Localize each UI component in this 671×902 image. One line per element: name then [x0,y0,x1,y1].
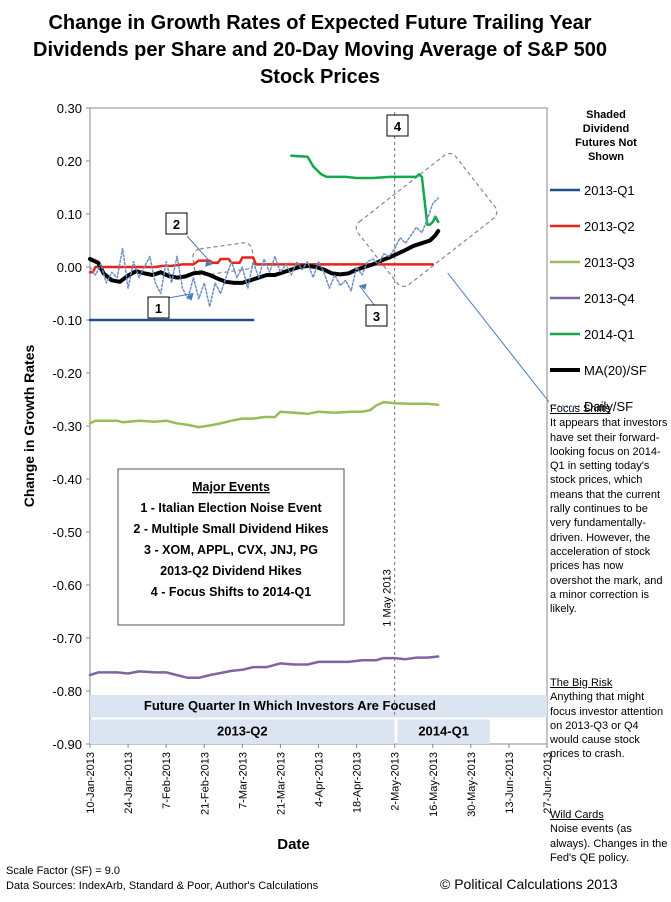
x-tick-label: 21-Feb-2013 [199,752,211,815]
note-wild-cards-body: Noise events (as always). Changes in the… [550,823,668,864]
callout-box-3 [365,304,388,327]
major-event-line: 3 - XOM, APPL, CVX, JNJ, PG [144,543,318,557]
y-tick-label: -0.60 [52,578,82,593]
y-tick-label: -0.90 [52,737,82,752]
x-tick-label: 27-Jun-2013 [542,752,554,814]
vline-label: 1 May 2013 [382,569,394,626]
y-tick-label: -0.50 [52,525,82,540]
callout-arrow-1 [186,293,194,301]
y-tick-label: 0.10 [57,207,82,222]
series-line-2014-q1 [290,154,440,226]
y-axis-label: Change in Growth Rates [21,345,37,508]
major-event-line: 1 - Italian Election Noise Event [140,501,322,515]
legend-label-2013-q4: 2013-Q4 [584,291,635,306]
focus-band-title: Future Quarter In Which Investors Are Fo… [144,698,436,713]
y-tick-label: -0.80 [52,684,82,699]
callout-arrow-3 [359,283,367,290]
y-tick-label: -0.10 [52,313,82,328]
x-tick-label: 2-May-2013 [390,752,402,811]
callout-label-4: 4 [394,119,402,134]
major-event-line: 4 - Focus Shifts to 2014-Q1 [151,585,312,599]
y-tick-label: 0.30 [57,101,82,116]
x-tick-label: 10-Jan-2013 [85,752,97,814]
note-focus-shifts-heading: Focus Shifts [550,403,611,415]
series-line-2013-q3 [88,400,440,429]
plot-area [89,107,548,745]
series-line-daily-sf [89,197,439,308]
legend-label-daily-sf: Daily/SF [584,399,633,414]
callout-leader-3 [358,285,376,307]
y-tick-label: -0.20 [52,366,82,381]
legend-header-line: Futures Not [575,137,637,149]
legend-header-line: Dividend [583,123,629,135]
focus-segment-bg-1 [397,719,490,744]
note-focus-shifts-arrow [447,272,550,403]
legend-label-ma-20-sf: MA(20)/SF [584,363,647,378]
focus-segment-label-0: 2013-Q2 [217,724,268,739]
note-big-risk-heading: The Big Risk [550,677,613,689]
x-tick-label: 16-May-2013 [428,752,440,817]
note-wild-cards-heading: Wild Cards [550,809,604,821]
y-tick-label: -0.70 [52,631,82,646]
note-big-risk-body: Anything that might focus investor atten… [550,691,664,761]
scale-factor-text: Scale Factor (SF) = 9.0 [6,865,121,877]
major-event-line: 2013-Q2 Dividend Hikes [160,564,302,578]
focus-band-title-bg [90,695,547,718]
data-sources-text: Data Sources: IndexArb, Standard & Poor,… [6,880,319,892]
legend-label-2014-q1: 2014-Q1 [584,327,635,342]
x-tick-label: 7-Mar-2013 [237,752,249,809]
focus-segment-bg-0 [90,719,395,744]
series-line-2013-q4 [88,655,440,680]
y-tick-label: 0.00 [57,260,82,275]
callout-label-3: 3 [373,309,380,324]
footer-left: Scale Factor (SF) = 9.0 Data Sources: In… [6,864,318,894]
x-tick-label: 13-Jun-2013 [504,752,516,814]
legend-header-line: Shaded [586,109,626,121]
focus-segment-label-1: 2014-Q1 [418,724,469,739]
major-events-box [117,468,345,626]
x-tick-label: 21-Mar-2013 [275,752,287,815]
x-tick-label: 24-Jan-2013 [123,752,135,814]
major-event-line: 2 - Multiple Small Dividend Hikes [133,522,328,536]
x-axis-label: Date [277,836,310,853]
x-tick-label: 7-Feb-2013 [161,752,173,809]
note-focus-shifts-body: It appears that investors have set their… [550,417,668,616]
callout-leader-2 [186,235,213,265]
note-big-risk: The Big Risk Anything that might focus i… [550,676,668,762]
note-focus-shifts: Focus Shifts It appears that investors h… [550,402,668,616]
legend-label-2013-q2: 2013-Q2 [584,219,635,234]
copyright-text: © Political Calculations 2013 [440,876,618,892]
callout-label-2: 2 [173,217,180,232]
legend-label-2013-q3: 2013-Q3 [584,255,635,270]
x-tick-label: 30-May-2013 [466,752,478,817]
y-tick-label: 0.20 [57,154,82,169]
callout-box-1 [147,296,170,319]
series-line-2013-q2 [88,256,435,274]
x-tick-label: 18-Apr-2013 [352,752,364,813]
chart-title: Change in Growth Rates of Expected Futur… [33,12,607,88]
callout-arrow-2 [205,260,213,267]
note-wild-cards: Wild Cards Noise events (as always). Cha… [550,808,668,865]
series-line-ma-20-sf [88,229,441,285]
callout-box-2 [165,212,188,235]
legend-label-2013-q1: 2013-Q1 [584,183,635,198]
major-events-title: Major Events [192,480,270,494]
y-tick-label: -0.30 [52,419,82,434]
callout-leader-1 [167,293,194,299]
y-tick-label: -0.40 [52,472,82,487]
legend-header-line: Shown [588,151,624,163]
callout-box-4 [386,114,409,137]
callout-label-1: 1 [155,301,162,316]
x-tick-label: 4-Apr-2013 [314,752,326,807]
